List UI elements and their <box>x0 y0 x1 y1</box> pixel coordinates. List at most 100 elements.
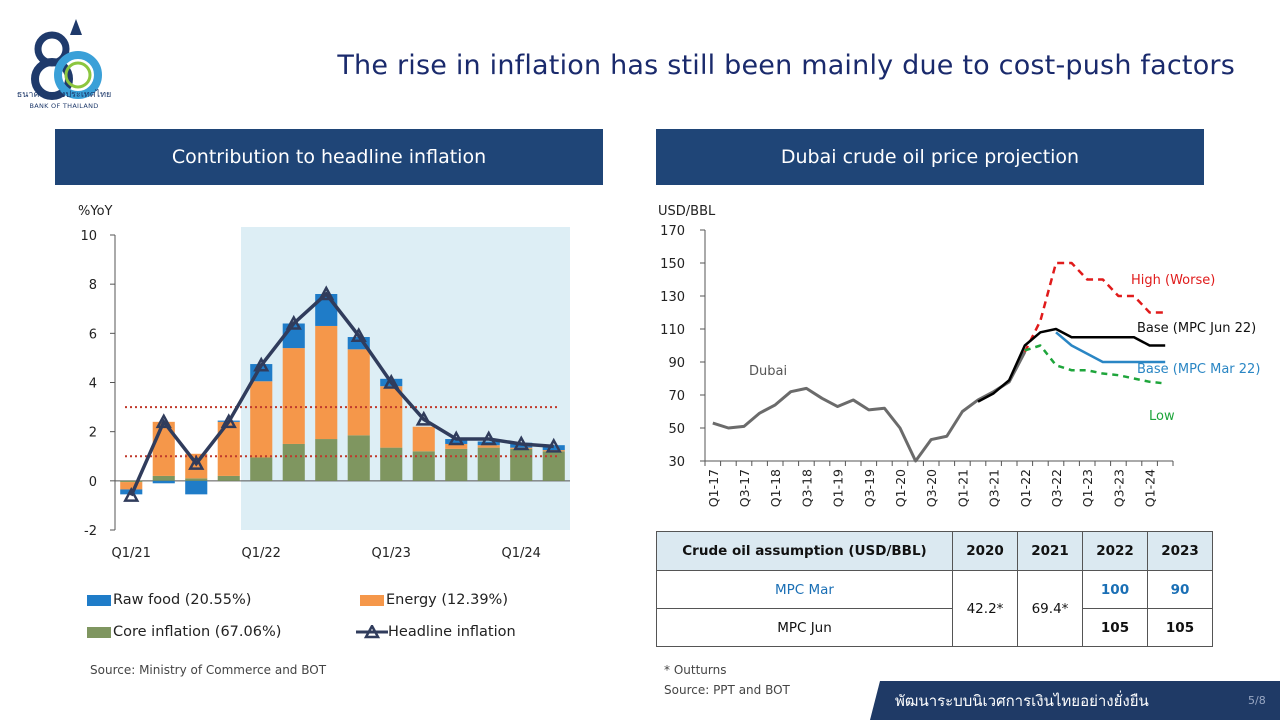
energy-bar <box>315 325 338 440</box>
legend-core-label: Core inflation (67.06%) <box>113 624 282 640</box>
headline-point <box>220 413 237 429</box>
x-tick-label: Q3-20 <box>924 469 939 507</box>
table-row: MPC Jun 105 105 <box>656 608 1213 647</box>
core-bar <box>347 435 370 481</box>
energy-bar <box>282 348 305 444</box>
y-tick-label: 50 <box>668 422 685 437</box>
energy-bar <box>347 349 370 436</box>
energy-bar <box>445 443 468 449</box>
x-tick-label: Q1-20 <box>893 469 908 507</box>
core-bar <box>412 451 435 481</box>
page-title: The rise in inflation has still been mai… <box>337 50 1235 81</box>
table-cell-2020: 42.2* <box>952 570 1018 647</box>
legend-raw-food: Raw food (20.55%) <box>87 592 251 608</box>
annotation-base-mar: Base (MPC Mar 22) <box>1137 362 1260 377</box>
source-right: Source: PPT and BOT <box>664 683 790 697</box>
headline-point <box>383 373 400 389</box>
core-bar <box>282 443 305 481</box>
series-line-high-worse <box>1023 261 1166 353</box>
table-row: MPC Mar 42.2* 69.4* 100 90 <box>656 570 1213 647</box>
x-tick-label: Q3-18 <box>799 469 814 507</box>
legend-core: Core inflation (67.06%) <box>87 624 281 640</box>
page-number: 5/8 <box>1248 694 1266 707</box>
headline-line-swatch <box>356 625 388 639</box>
headline-point <box>513 435 530 451</box>
footer-slogan: พัฒนาระบบนิเวศการเงินไทยอย่างยั่งยืน <box>895 692 1149 710</box>
core-bar <box>152 475 175 481</box>
x-tick-label: Q3-19 <box>862 469 877 507</box>
table-header-cell: 2021 <box>1017 531 1083 571</box>
bank-of-thailand-logo <box>31 19 102 100</box>
x-tick-label: Q1-24 <box>1143 469 1158 507</box>
energy-bar <box>412 426 435 452</box>
y-tick-label: 170 <box>660 224 685 239</box>
footnote-outturns: * Outturns <box>664 663 727 677</box>
annotation-low: Low <box>1149 409 1175 424</box>
headline-point <box>480 430 497 446</box>
energy-bar <box>120 482 143 490</box>
energy-swatch <box>360 594 384 606</box>
table-row-label: MPC Mar <box>656 570 953 609</box>
core-bar <box>120 480 143 483</box>
x-tick-label: Q1/24 <box>502 546 541 561</box>
headline-point <box>123 486 140 502</box>
y-axis-label: USD/BBL <box>658 204 716 219</box>
x-tick-label: Q1-23 <box>1080 469 1095 507</box>
y-tick-label: 0 <box>89 475 97 490</box>
x-tick-label: Q1-19 <box>831 469 846 507</box>
legend-headline-label: Headline inflation <box>388 624 516 640</box>
headline-point <box>318 285 335 301</box>
oil-price-chart: 30 50 70 90 110 130 150 170 USD/BBL Q1-17 Q3-17 Q1-… <box>658 204 1260 507</box>
raw-food-bar <box>445 439 468 444</box>
energy-bar <box>380 386 403 448</box>
x-tick-label: Q1-18 <box>768 469 783 507</box>
core-bar <box>217 475 240 481</box>
x-tick-label: Q1-22 <box>1018 469 1033 507</box>
y-tick-label: 4 <box>89 377 97 392</box>
energy-bar <box>217 421 240 476</box>
y-tick-label: 70 <box>668 389 685 404</box>
oil-assumption-table: Crude oil assumption (USD/BBL) 2020 2021… <box>656 531 1213 647</box>
table-cell: 105 <box>1147 608 1213 647</box>
legend-energy: Energy (12.39%) <box>360 592 508 608</box>
headline-point <box>253 356 270 372</box>
table-cell-2021: 69.4* <box>1017 570 1083 647</box>
y-tick-label: 8 <box>89 278 97 293</box>
headline-point <box>155 413 172 429</box>
core-bar <box>510 448 533 481</box>
x-tick-label: Q3-22 <box>1049 469 1064 507</box>
x-tick-label: Q3-23 <box>1111 469 1126 507</box>
raw-food-swatch <box>87 594 111 606</box>
y-tick-label: 90 <box>668 356 685 371</box>
series-line-dubai <box>712 351 1027 463</box>
x-tick-label: Q1-21 <box>955 469 970 507</box>
table-row-label: MPC Jun <box>656 608 953 647</box>
inflation-contribution-chart: -2 0 2 4 6 8 10 %YoY Q1/21 Q1/22 Q1/23 Q1/24 <box>78 204 570 561</box>
y-tick-label: 110 <box>660 323 685 338</box>
x-tick-label: Q3-17 <box>737 469 752 507</box>
energy-bar <box>250 381 273 458</box>
y-tick-label: 2 <box>89 426 97 441</box>
series-line-base-mpc-mar-22 <box>1055 331 1166 364</box>
table-header-cell: 2020 <box>952 531 1018 571</box>
raw-food-bar <box>152 480 175 484</box>
table-cell: 100 <box>1082 570 1148 609</box>
y-tick-label: 30 <box>668 455 685 470</box>
x-tick-label: Q1/22 <box>242 546 281 561</box>
table-cell: 90 <box>1147 570 1213 609</box>
annotation-high: High (Worse) <box>1131 273 1215 288</box>
y-tick-label: 6 <box>89 327 97 342</box>
core-bar <box>477 447 500 481</box>
annotation-base-jun: Base (MPC Jun 22) <box>1137 321 1256 336</box>
core-swatch <box>87 626 111 638</box>
core-bar <box>542 451 565 481</box>
headline-point <box>350 327 367 343</box>
right-panel-title: Dubai crude oil price projection <box>656 129 1204 185</box>
core-bar <box>250 457 273 481</box>
table-header-row: Crude oil assumption (USD/BBL) 2020 2021… <box>656 531 1213 571</box>
table-header-cell: Crude oil assumption (USD/BBL) <box>656 531 953 571</box>
headline-inflation-line <box>129 291 554 497</box>
table-header-cell: 2022 <box>1082 531 1148 571</box>
headline-point <box>415 410 432 426</box>
legend-raw-food-label: Raw food (20.55%) <box>113 592 252 608</box>
